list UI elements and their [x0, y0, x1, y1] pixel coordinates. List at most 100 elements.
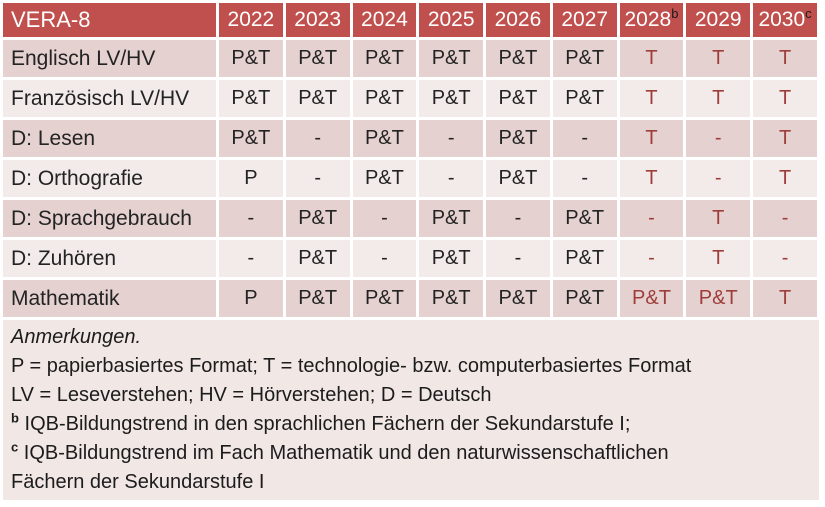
table-row: Englisch LV/HV P&T P&T P&T P&T P&T P&T T T T — [3, 40, 817, 77]
table-row: D: Zuhören - P&T - P&T - P&T - T - — [3, 240, 817, 277]
row-label: Mathematik — [3, 280, 216, 317]
cell-value: P — [219, 280, 283, 317]
cell-value: - — [686, 160, 751, 197]
year-header-2029: 2029 — [686, 3, 751, 37]
note-c-text: IQB-Bildungstrend im Fach Mathematik und… — [11, 442, 669, 493]
row-label: Englisch LV/HV — [3, 40, 216, 77]
table-row: D: Lesen P&T - P&T - P&T - T - T — [3, 120, 817, 157]
cell-value: - — [486, 200, 550, 237]
year-header-2023: 2023 — [285, 3, 350, 37]
table-row: Französisch LV/HV P&T P&T P&T P&T P&T P&T T T T — [3, 80, 817, 117]
cell-value: T — [686, 240, 751, 277]
cell-value: P&T — [486, 80, 550, 117]
cell-value: - — [419, 120, 484, 157]
cell-value: P&T — [419, 240, 484, 277]
cell-value: - — [686, 120, 751, 157]
cell-value: - — [219, 240, 283, 277]
cell-value: P&T — [552, 40, 617, 77]
cell-value: T — [619, 40, 684, 77]
superscript-c: c — [805, 6, 812, 21]
superscript-c-marker: c — [11, 439, 19, 455]
year-header-2026: 2026 — [486, 3, 550, 37]
cell-value: P&T — [352, 120, 417, 157]
cell-value: P&T — [352, 280, 417, 317]
table-body: Englisch LV/HV P&T P&T P&T P&T P&T P&T T T T Franz… — [3, 40, 817, 317]
cell-value: - — [552, 160, 617, 197]
row-label: D: Sprachgebrauch — [3, 200, 216, 237]
table-title: VERA-8 — [3, 3, 216, 37]
table-header: VERA-8 2022 2023 2024 2025 2026 2027 2028b 2029… — [3, 3, 817, 37]
cell-value: P&T — [552, 240, 617, 277]
cell-value: P&T — [419, 200, 484, 237]
row-label: D: Zuhören — [3, 240, 216, 277]
cell-value: P&T — [419, 40, 484, 77]
cell-value: - — [352, 240, 417, 277]
superscript-b: b — [671, 6, 679, 21]
year-header-2022: 2022 — [219, 3, 283, 37]
cell-value: T — [753, 160, 817, 197]
cell-value: P&T — [552, 80, 617, 117]
cell-value: - — [753, 240, 817, 277]
cell-value: - — [619, 200, 684, 237]
cell-value: - — [619, 240, 684, 277]
year-header-2028: 2028b — [619, 3, 684, 37]
table-row: D: Sprachgebrauch - P&T - P&T - P&T - T - — [3, 200, 817, 237]
table-row: Mathematik P P&T P&T P&T P&T P&T P&T P&T T — [3, 280, 817, 317]
cell-value: T — [753, 80, 817, 117]
note-c: c IQB-Bildungstrend im Fach Mathematik u… — [11, 439, 741, 497]
cell-value: - — [753, 200, 817, 237]
note-formats: P = papierbasiertes Format; T = technolo… — [11, 355, 692, 377]
cell-value: T — [686, 80, 751, 117]
cell-value: P&T — [419, 280, 484, 317]
cell-value: P&T — [486, 40, 550, 77]
cell-value: T — [619, 160, 684, 197]
row-label: D: Orthografie — [3, 160, 216, 197]
cell-value: - — [285, 120, 350, 157]
cell-value: P&T — [352, 40, 417, 77]
year-header-2024: 2024 — [352, 3, 417, 37]
cell-value: P&T — [285, 80, 350, 117]
cell-value: T — [753, 280, 817, 317]
cell-value: T — [619, 120, 684, 157]
row-label: D: Lesen — [3, 120, 216, 157]
cell-value: T — [686, 200, 751, 237]
year-header-2027: 2027 — [552, 3, 617, 37]
row-label: Französisch LV/HV — [3, 80, 216, 117]
header-row: VERA-8 2022 2023 2024 2025 2026 2027 2028b 2029… — [3, 3, 817, 37]
cell-value: P&T — [619, 280, 684, 317]
year-header-2025: 2025 — [419, 3, 484, 37]
cell-value: P&T — [686, 280, 751, 317]
cell-value: - — [219, 200, 283, 237]
cell-value: P&T — [552, 280, 617, 317]
cell-value: - — [486, 240, 550, 277]
cell-value: P&T — [285, 200, 350, 237]
note-b: b IQB-Bildungstrend in den sprachlichen … — [11, 410, 741, 439]
cell-value: T — [753, 120, 817, 157]
cell-value: P&T — [352, 80, 417, 117]
cell-value: P&T — [486, 160, 550, 197]
cell-value: P&T — [285, 240, 350, 277]
cell-value: T — [619, 80, 684, 117]
year-header-2030: 2030c — [753, 3, 817, 37]
note-abbreviations: LV = Leseverstehen; HV = Hörverstehen; D… — [11, 384, 492, 406]
cell-value: P&T — [285, 280, 350, 317]
cell-value: P&T — [219, 80, 283, 117]
cell-value: P&T — [352, 160, 417, 197]
cell-value: P&T — [285, 40, 350, 77]
cell-value: P&T — [486, 280, 550, 317]
notes-block: Anmerkungen. P = papierbasiertes Format;… — [3, 320, 819, 500]
cell-value: P&T — [552, 200, 617, 237]
cell-value: P&T — [419, 80, 484, 117]
cell-value: P — [219, 160, 283, 197]
cell-value: P&T — [486, 120, 550, 157]
cell-value: - — [352, 200, 417, 237]
vera8-table-section: VERA-8 2022 2023 2024 2025 2026 2027 2028b 2029… — [3, 3, 817, 317]
table-row: D: Orthografie P - P&T - P&T - T - T — [3, 160, 817, 197]
cell-value: - — [285, 160, 350, 197]
cell-value: - — [419, 160, 484, 197]
cell-value: T — [753, 40, 817, 77]
cell-value: - — [552, 120, 617, 157]
superscript-b-marker: b — [11, 410, 19, 426]
note-b-text: IQB-Bildungstrend in den sprachlichen Fä… — [24, 413, 631, 435]
vera8-table: VERA-8 2022 2023 2024 2025 2026 2027 2028b 2029… — [3, 3, 817, 317]
